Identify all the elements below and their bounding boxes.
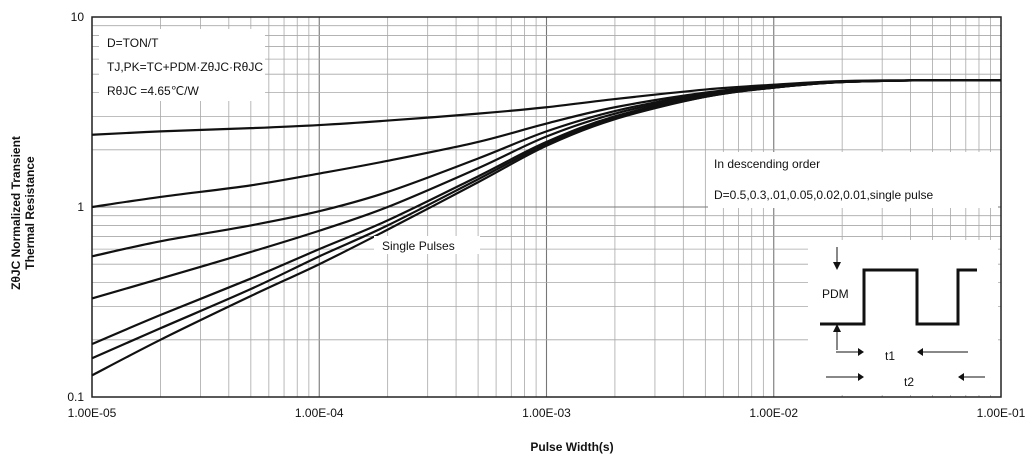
t1-label: t1 xyxy=(885,349,895,363)
pdm-label: PDM xyxy=(822,287,849,301)
x-tick-label: 1.00E-01 xyxy=(977,406,1026,420)
order-note-line1: In descending order xyxy=(714,157,820,171)
t2-arrow-left-head xyxy=(858,373,864,381)
pdm-arrow-top-head xyxy=(833,262,841,270)
order-note-box xyxy=(708,152,998,208)
t1-arrow-right-head xyxy=(917,348,923,356)
t2-arrow-right-head xyxy=(958,373,964,381)
x-tick-labels: 1.00E-05 1.00E-04 1.00E-03 1.00E-02 1.00E-01 xyxy=(68,406,1026,420)
x-axis-title: Pulse Width(s) xyxy=(530,440,613,454)
y-tick-label: 1 xyxy=(77,200,84,214)
y-tick-label: 10 xyxy=(71,10,85,24)
formula-rth: RθJC =4.65℃/W xyxy=(107,84,200,98)
inset-background xyxy=(808,240,998,395)
y-tick-labels: 0.1 1 10 xyxy=(67,10,84,404)
pdm-arrow-bottom-head xyxy=(833,324,841,332)
formula-tj: TJ,PK=TC+PDM·ZθJC·RθJC xyxy=(107,60,263,74)
single-pulses-box xyxy=(374,236,480,254)
single-pulses-label: Single Pulses xyxy=(382,239,455,253)
x-tick-label: 1.00E-04 xyxy=(295,406,344,420)
x-tick-label: 1.00E-02 xyxy=(749,406,798,420)
y-axis-title-line2: Thermal Resistance xyxy=(23,156,37,270)
order-note-line2: D=0.5,0.3,.01,0.05,0.02,0.01,single puls… xyxy=(714,188,933,202)
pulse-waveform xyxy=(820,268,977,326)
y-axis-title-line1: ZθJC Normalized Transient xyxy=(9,136,23,290)
x-tick-label: 1.00E-03 xyxy=(522,406,571,420)
series-group xyxy=(91,78,1002,377)
series-line-7 xyxy=(91,78,1002,377)
t2-label: t2 xyxy=(904,375,914,389)
formula-duty: D=TON/T xyxy=(107,36,159,50)
t1-arrow-left-head xyxy=(858,348,864,356)
x-tick-label: 1.00E-05 xyxy=(68,406,117,420)
y-tick-label: 0.1 xyxy=(67,390,84,404)
pulse-waveform-inset: PDM t1 t2 xyxy=(808,240,998,395)
formula-box xyxy=(99,29,265,101)
y-axis-title: ZθJC Normalized Transient Thermal Resist… xyxy=(9,136,37,290)
